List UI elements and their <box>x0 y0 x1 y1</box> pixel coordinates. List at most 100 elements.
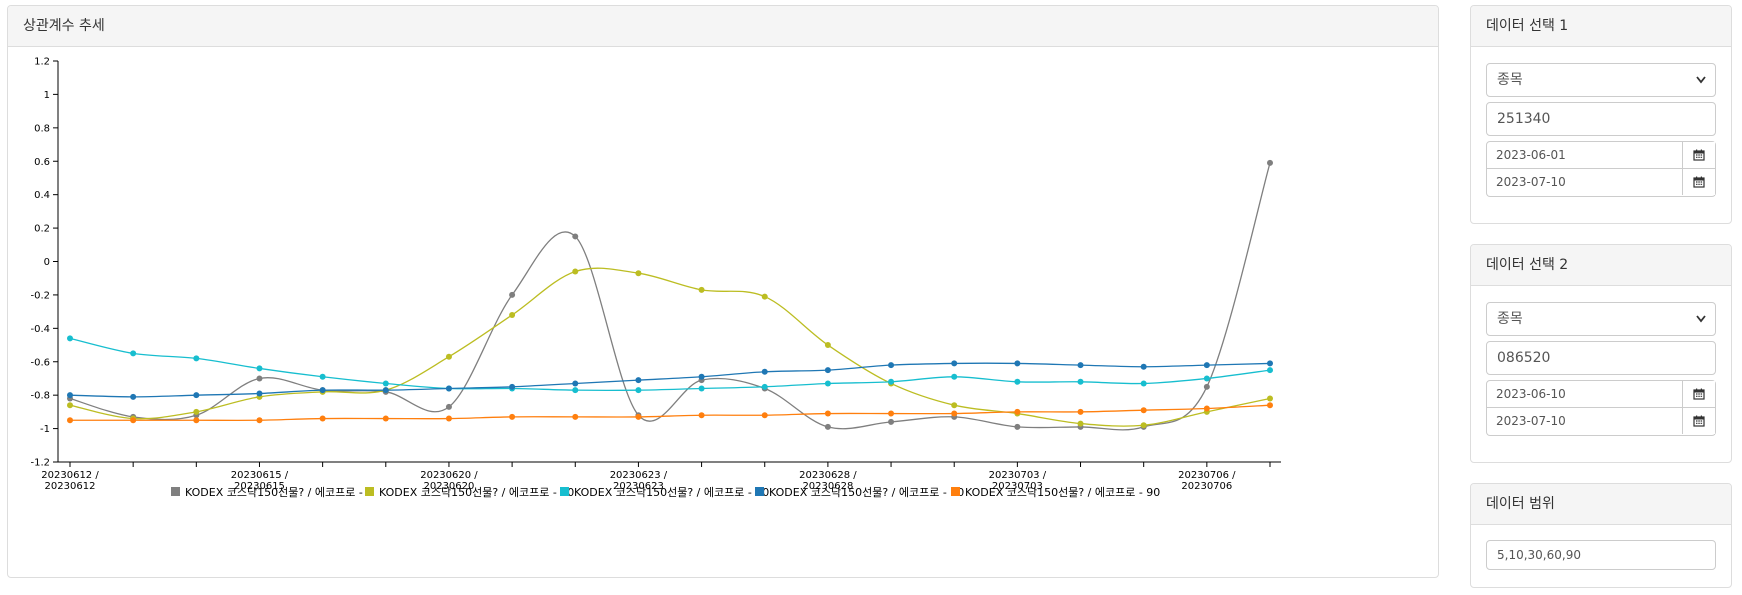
data-point <box>256 365 263 372</box>
panel1-type-select[interactable]: 종목 <box>1486 63 1716 97</box>
legend-label: KODEX 코스닥150선물? / 에코프로 - 90 <box>965 486 1160 499</box>
panel2-code-input[interactable]: 086520 <box>1486 341 1716 375</box>
data-point <box>319 373 326 380</box>
data-point <box>824 342 831 349</box>
panel2-date-from-value: 2023-06-10 <box>1496 387 1566 401</box>
calendar-icon[interactable] <box>1682 169 1715 195</box>
data-point <box>1140 407 1147 414</box>
x-tick-label: 20230703 / <box>989 470 1047 481</box>
data-point <box>698 286 705 293</box>
correlation-chart: 1.210.80.60.40.20-0.2-0.4-0.6-0.8-1-1.22… <box>30 57 1281 499</box>
y-tick-label: -0.6 <box>30 357 50 368</box>
legend-label: KODEX 코스닥150선물? / 에코프로 - 10 <box>379 486 574 499</box>
legend-swatch <box>365 487 374 496</box>
data-point <box>445 403 452 410</box>
data-point <box>824 380 831 387</box>
panel2-date-to-input[interactable]: 2023-07-10 <box>1486 408 1716 436</box>
range-input[interactable]: 5,10,30,60,90 <box>1486 540 1716 570</box>
data-point <box>761 412 768 419</box>
data-point <box>698 412 705 419</box>
series-line <box>69 362 1271 398</box>
data-point <box>130 417 137 424</box>
data-point <box>67 417 73 424</box>
data-point <box>572 387 579 394</box>
data-point <box>445 385 452 392</box>
x-tick-label: 20230706 / <box>1178 470 1236 481</box>
data-point <box>951 410 958 417</box>
data-point <box>193 408 200 415</box>
calendar-icon[interactable] <box>1682 408 1715 434</box>
legend-label: KODEX 코스닥150선물? / 에코프로 - 60 <box>769 486 964 499</box>
data-point <box>1140 363 1147 370</box>
data-point <box>1140 422 1147 429</box>
panel1-date-to-input[interactable]: 2023-07-10 <box>1486 169 1716 197</box>
data-point <box>572 268 579 275</box>
data-point <box>1267 402 1273 409</box>
chevron-down-icon <box>1695 303 1707 347</box>
panel1-date-to-value: 2023-07-10 <box>1496 175 1566 189</box>
data-point <box>1014 378 1021 385</box>
legend-swatch <box>171 487 180 496</box>
data-point <box>382 415 389 422</box>
y-tick-label: 1 <box>44 90 50 101</box>
y-tick-label: -1 <box>40 424 50 435</box>
data-point <box>319 387 326 394</box>
data-point <box>445 353 452 360</box>
data-point <box>1267 159 1273 166</box>
data-point <box>951 402 958 409</box>
panel1-date-from-input[interactable]: 2023-06-01 <box>1486 141 1716 169</box>
panel1-title: 데이터 선택 1 <box>1471 6 1731 47</box>
data-point <box>1203 362 1210 369</box>
data-select-1-panel: 데이터 선택 1 종목 251340 2023-06-01 2023-07-10 <box>1470 5 1732 224</box>
panel2-type-select[interactable]: 종목 <box>1486 302 1716 336</box>
series-line <box>69 337 1271 392</box>
legend-label: KODEX 코스닥150선물? / 에코프로 - 30 <box>574 486 769 499</box>
panel2-title: 데이터 선택 2 <box>1471 245 1731 286</box>
data-point <box>824 423 831 430</box>
y-tick-label: -1.2 <box>30 458 50 469</box>
data-point <box>319 415 326 422</box>
data-point <box>635 413 642 420</box>
data-point <box>824 410 831 417</box>
calendar-icon[interactable] <box>1682 381 1715 407</box>
calendar-icon[interactable] <box>1682 142 1715 168</box>
data-point <box>635 270 642 277</box>
data-point <box>445 415 452 422</box>
data-point <box>67 392 73 399</box>
x-tick-label: 20230615 <box>234 481 285 492</box>
data-point <box>509 383 516 390</box>
data-point <box>1014 423 1021 430</box>
data-point <box>67 335 73 342</box>
panel3-title: 데이터 범위 <box>1471 484 1731 525</box>
x-tick-label: 20230628 <box>802 481 853 492</box>
data-select-2-panel: 데이터 선택 2 종목 086520 2023-06-10 2023-07-10 <box>1470 244 1732 463</box>
data-point <box>635 377 642 384</box>
legend-label: KODEX 코스닥150선물? / 에코프로 - 5 <box>185 486 373 499</box>
correlation-trend-panel: 상관계수 추세 1.2 1 0.8 0.6 0.4 0.2 0 -0.2 -0.4 -0.6 -0.… <box>7 5 1439 578</box>
data-point <box>382 380 389 387</box>
data-point <box>761 383 768 390</box>
data-point <box>888 410 895 417</box>
panel1-date-from-value: 2023-06-01 <box>1496 148 1566 162</box>
panel1-code-input[interactable]: 251340 <box>1486 102 1716 136</box>
data-point <box>193 417 200 424</box>
data-point <box>1267 395 1273 402</box>
data-point <box>1077 378 1084 385</box>
data-point <box>1267 367 1273 374</box>
series-line <box>69 267 1271 427</box>
x-tick-label: 20230612 / <box>41 470 99 481</box>
data-point <box>130 350 137 357</box>
panel1-code-value: 251340 <box>1497 111 1551 127</box>
data-point <box>572 380 579 387</box>
series-line <box>69 404 1271 422</box>
range-value: 5,10,30,60,90 <box>1497 548 1581 562</box>
data-point <box>635 387 642 394</box>
panel2-date-from-input[interactable]: 2023-06-10 <box>1486 380 1716 408</box>
data-point <box>1077 420 1084 427</box>
data-range-panel: 데이터 범위 5,10,30,60,90 <box>1470 483 1732 588</box>
y-tick-label: -0.4 <box>30 324 50 335</box>
y-tick-label: -0.8 <box>30 391 50 402</box>
y-tick-label: 1.2 <box>34 57 50 68</box>
x-tick-label: 20230620 / <box>420 470 478 481</box>
data-point <box>951 373 958 380</box>
